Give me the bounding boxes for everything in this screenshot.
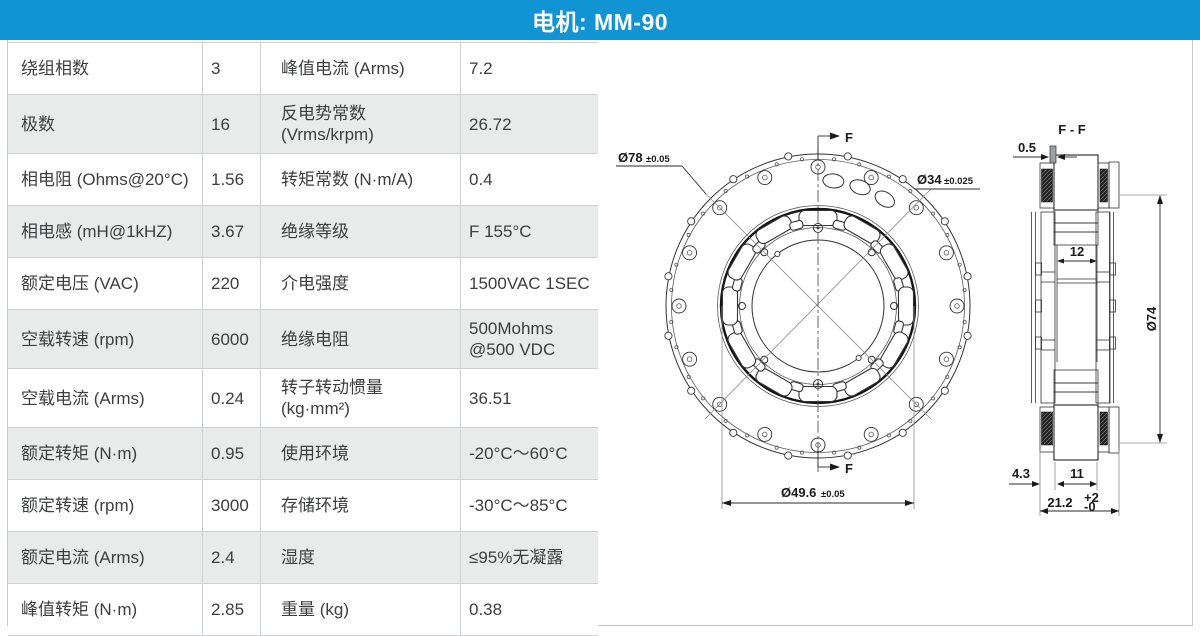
table-row: 相电阻 (Ohms@20°C) 1.56 转矩常数 (N·m/A) 0.4 <box>8 154 598 206</box>
spec-label: 绝缘电阻 <box>261 310 461 368</box>
spec-label: 转子转动惯量 (kg·mm²) <box>261 369 461 427</box>
section-title: F - F <box>1058 122 1085 137</box>
spec-value: F 155°C <box>469 222 532 241</box>
spec-label: 使用环境 <box>261 428 461 479</box>
table-row: 相电感 (mH@1kHZ) 3.67 绝缘等级 F 155°C <box>8 206 598 258</box>
section-marker-top: F <box>817 130 853 160</box>
dim-bore-diameter: Ø34 ±0.025 <box>915 172 980 190</box>
svg-text:21.2: 21.2 <box>1047 495 1072 510</box>
spec-value: 16 <box>203 95 261 153</box>
svg-text:11: 11 <box>1070 466 1084 481</box>
spec-label: 额定转速 (rpm) <box>8 480 203 531</box>
dim-hub-width: 11 <box>1057 462 1098 490</box>
svg-text:Ø34: Ø34 <box>917 172 942 187</box>
svg-text:±0.025: ±0.025 <box>944 176 974 187</box>
svg-text:Ø49.6: Ø49.6 <box>781 485 816 500</box>
spec-label: 空载电流 (Arms) <box>8 369 203 427</box>
spec-label: 空载转速 (rpm) <box>8 310 203 368</box>
spec-label: 反电势常数 (Vrms/krpm) <box>261 95 461 153</box>
spec-table: 绕组相数 3 峰值电流 (Arms) 7.2 极数 16 反电势常数 (Vrms/krpm… <box>8 42 598 636</box>
spec-value: 0.95 <box>203 428 261 479</box>
table-row: 额定电压 (VAC) 220 介电强度 1500VAC 1SEC <box>8 258 598 310</box>
svg-text:12: 12 <box>1070 244 1084 259</box>
sheet-border <box>7 40 1193 626</box>
table-row: 峰值转矩 (N·m) 2.85 重量 (kg) 0.38 <box>8 584 598 636</box>
table-row: 额定转速 (rpm) 3000 存储环境 -30°C～85°C <box>8 480 598 532</box>
spec-value: 26.72 <box>469 114 512 134</box>
spec-value: 1500VAC 1SEC <box>469 274 590 293</box>
dim-pitch-diameter: Ø49.6 ±0.05 <box>721 306 915 509</box>
spec-value: 0.4 <box>469 170 493 189</box>
svg-text:-0: -0 <box>1084 499 1096 514</box>
spec-label: 峰值电流 (Arms) <box>261 43 461 94</box>
spec-value: 0.38 <box>469 600 503 619</box>
spec-value: 3 <box>203 43 261 94</box>
spec-value: ≤95%无凝露 <box>469 548 564 567</box>
dim-plate-thickness: 0.5 <box>1013 140 1077 164</box>
table-row: 额定电流 (Arms) 2.4 湿度 ≤95%无凝露 <box>8 532 598 584</box>
spec-value: 1.56 <box>203 154 261 205</box>
svg-text:±0.05: ±0.05 <box>821 489 845 500</box>
spec-value: -20°C～60°C <box>469 444 568 463</box>
spec-label: 极数 <box>8 95 203 153</box>
spec-label: 湿度 <box>261 532 461 583</box>
spec-value: 3000 <box>203 480 261 531</box>
spec-value: 36.51 <box>469 388 512 408</box>
svg-text:0.5: 0.5 <box>1018 140 1036 155</box>
spec-label: 相电阻 (Ohms@20°C) <box>8 154 203 205</box>
dim-flange-width: 4.3 <box>1009 450 1056 516</box>
spec-value: -30°C～85°C <box>469 496 568 515</box>
spec-label: 重量 (kg) <box>261 584 461 635</box>
page-title: 电机: MM-90 <box>531 9 669 35</box>
section-letter: F <box>845 130 853 145</box>
spec-value: 500Mohms @500 VDC <box>469 319 556 359</box>
spec-value: 220 <box>203 258 261 309</box>
spec-label: 转矩常数 (N·m/A) <box>261 154 461 205</box>
svg-text:±0.05: ±0.05 <box>646 154 670 165</box>
spec-label: 额定电流 (Arms) <box>8 532 203 583</box>
svg-text:Ø78: Ø78 <box>618 150 643 165</box>
spec-label: 介电强度 <box>261 258 461 309</box>
header-bar: 电机: MM-90 <box>0 0 1200 40</box>
svg-text:4.3: 4.3 <box>1012 466 1030 481</box>
dim-slot-width: 12 <box>1057 244 1097 264</box>
spec-value: 2.4 <box>203 532 261 583</box>
dim-total-width: 21.2 +2 -0 <box>1040 450 1120 516</box>
spec-label: 额定电压 (VAC) <box>8 258 203 309</box>
spec-value: 3.67 <box>203 206 261 257</box>
spec-value: 6000 <box>203 310 261 368</box>
spec-label: 存储环境 <box>261 480 461 531</box>
section-view-drawing: F - F <box>1009 122 1167 516</box>
svg-text:Ø74: Ø74 <box>1144 306 1159 331</box>
dim-section-outer-diameter: Ø74 <box>1120 194 1167 444</box>
spec-label: 额定转矩 (N·m) <box>8 428 203 479</box>
front-view-drawing: F F Ø78 ±0.05 Ø34 ±0.025 Ø <box>616 130 980 509</box>
table-row: 空载转速 (rpm) 6000 绝缘电阻 500Mohms @500 VDC <box>8 310 598 369</box>
spec-label: 绝缘等级 <box>261 206 461 257</box>
section-marker-bottom: F <box>817 450 853 476</box>
spec-label: 峰值转矩 (N·m) <box>8 584 203 635</box>
dim-outer-diameter: Ø78 ±0.05 <box>616 150 707 195</box>
spec-value: 0.24 <box>203 369 261 427</box>
svg-text:+2: +2 <box>1084 490 1099 505</box>
spec-label: 相电感 (mH@1kHZ) <box>8 206 203 257</box>
technical-drawing: F F Ø78 ±0.05 Ø34 ±0.025 Ø <box>616 122 1167 516</box>
spec-value: 2.85 <box>203 584 261 635</box>
table-row: 空载电流 (Arms) 0.24 转子转动惯量 (kg·mm²) 36.51 <box>8 369 598 428</box>
table-row: 绕组相数 3 峰值电流 (Arms) 7.2 <box>8 43 598 95</box>
spec-value: 7.2 <box>469 59 493 78</box>
table-row: 额定转矩 (N·m) 0.95 使用环境 -20°C～60°C <box>8 428 598 480</box>
section-letter: F <box>845 461 853 476</box>
spec-label: 绕组相数 <box>8 43 203 94</box>
table-row: 极数 16 反电势常数 (Vrms/krpm) 26.72 <box>8 95 598 154</box>
